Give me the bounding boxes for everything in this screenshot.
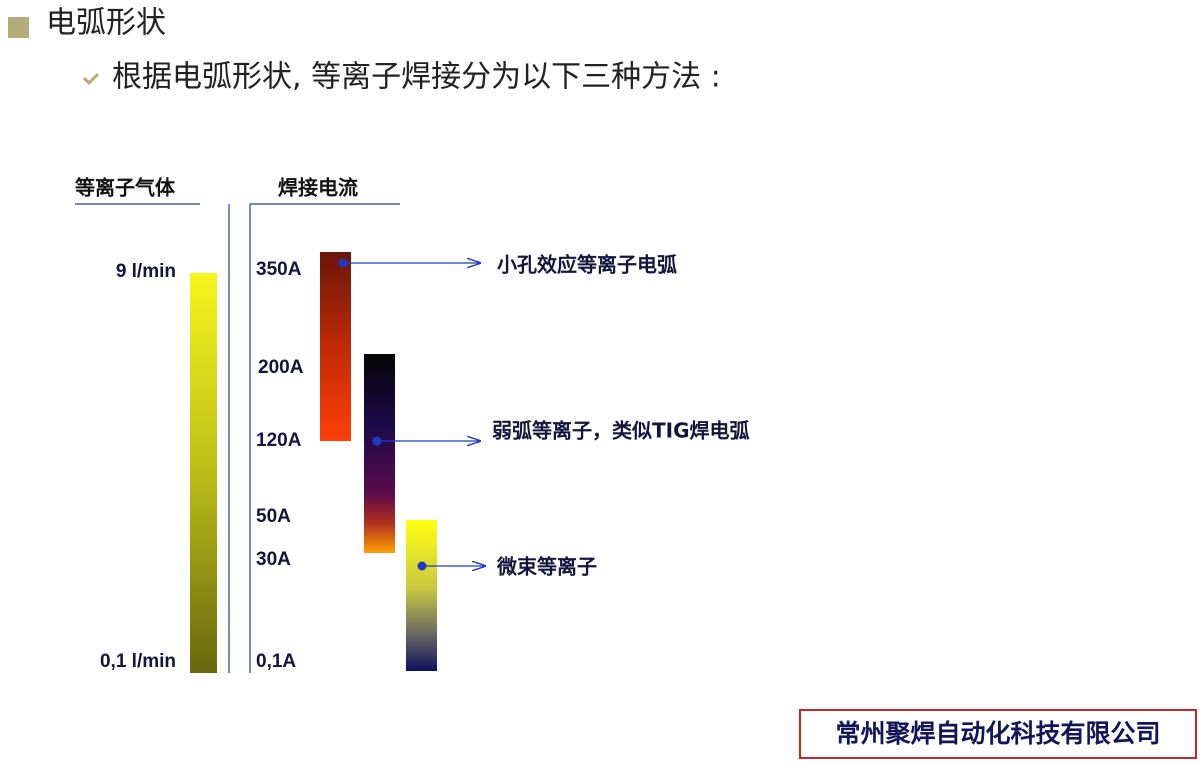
current-label: 200A (258, 357, 304, 378)
current-label: 120A (256, 430, 302, 451)
method-label: 弱弧等离子，类似TIG焊电弧 (492, 419, 750, 443)
gas-label: 9 l/min (116, 261, 176, 282)
current-label: 350A (256, 259, 302, 280)
method-label: 微束等离子 (496, 555, 597, 579)
method-bar (320, 252, 351, 441)
subtitle: 根据电弧形状, 等离子焊接分为以下三种方法 : (112, 60, 721, 95)
current-label: 0,1A (256, 651, 296, 672)
current-header: 焊接电流 (278, 176, 358, 200)
check-icon (82, 72, 100, 86)
current-label: 50A (256, 506, 291, 527)
bullet (8, 17, 29, 38)
company-name: 常州聚焊自动化科技有限公司 (835, 719, 1160, 748)
current-label: 30A (256, 549, 291, 570)
method-label: 小孔效应等离子电弧 (497, 253, 677, 277)
title: 电弧形状 (46, 6, 166, 41)
method-bar (406, 520, 437, 671)
company-box (799, 709, 1197, 759)
gas-header: 等离子气体 (75, 176, 176, 200)
gas-bar (190, 273, 217, 673)
method-bar (364, 354, 395, 553)
gas-label: 0,1 l/min (100, 651, 176, 672)
